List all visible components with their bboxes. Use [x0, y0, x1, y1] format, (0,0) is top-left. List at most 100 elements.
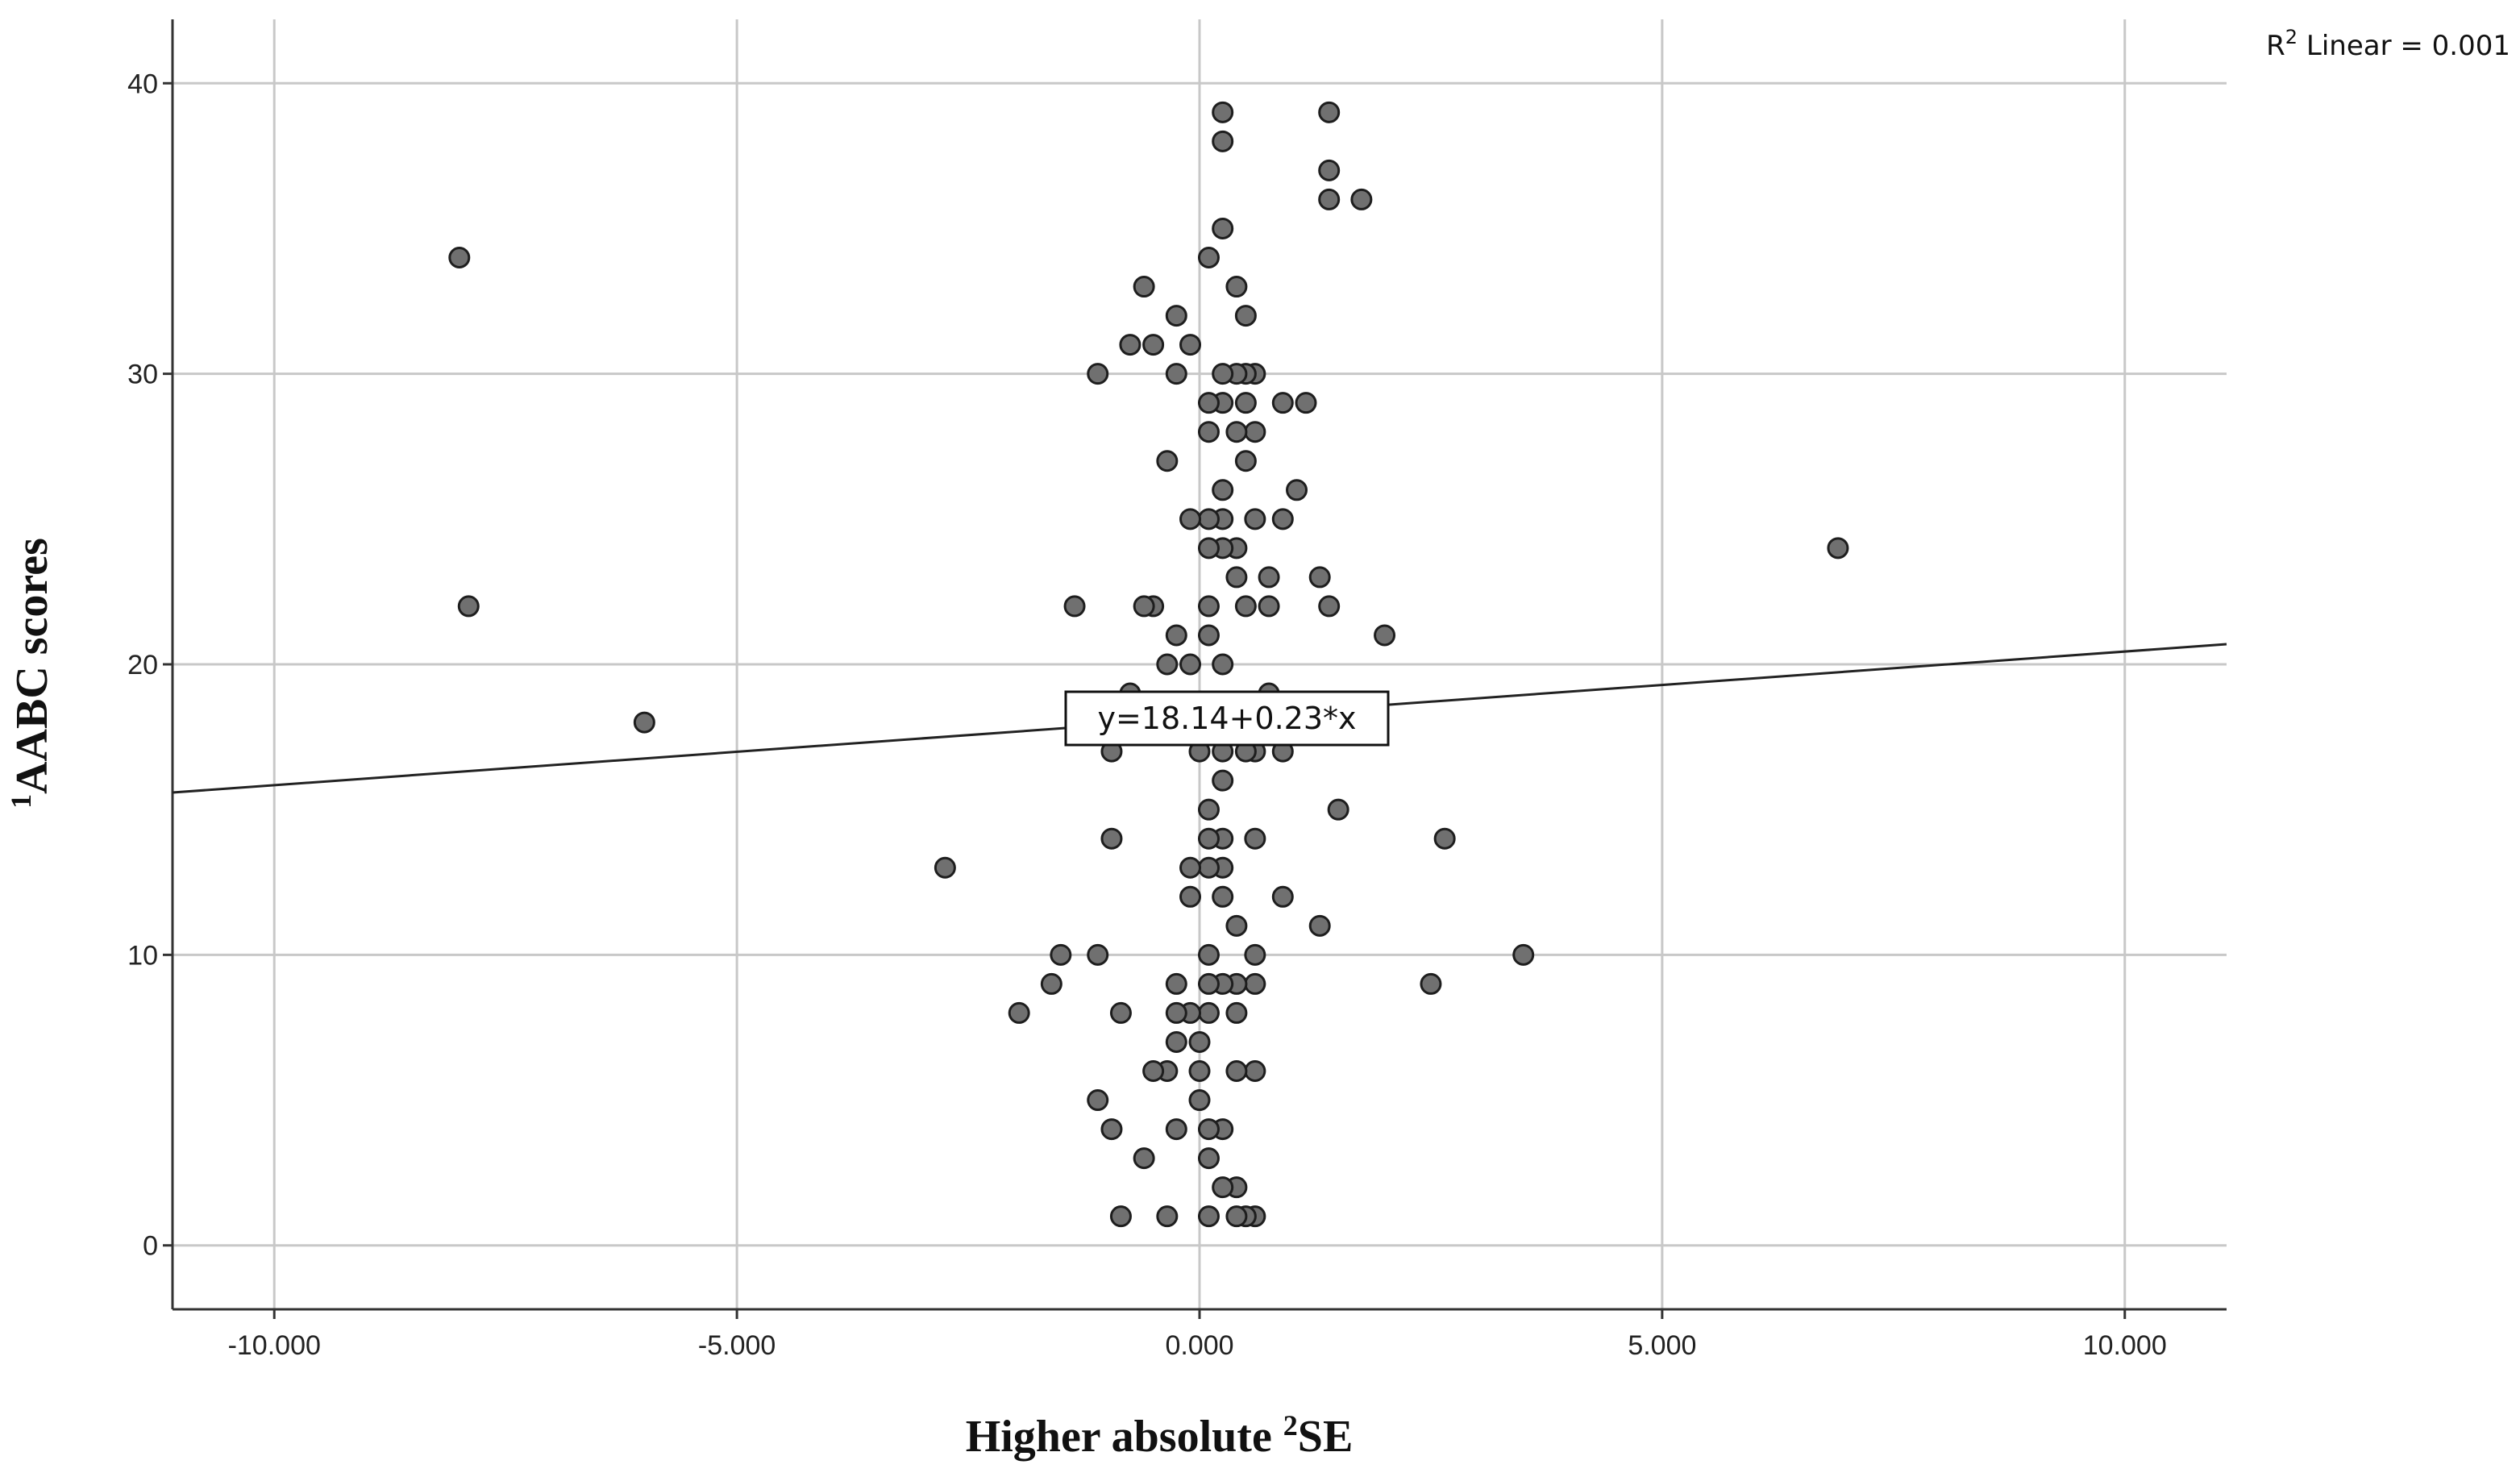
data-point	[1308, 914, 1331, 937]
data-point	[1244, 1060, 1266, 1083]
data-point	[1308, 566, 1331, 589]
data-point	[1827, 537, 1849, 560]
data-point	[1188, 1089, 1211, 1112]
data-point	[1212, 130, 1234, 152]
data-point	[1420, 972, 1442, 995]
annotations: y=18.14+0.23*x	[1064, 690, 1390, 747]
data-point	[1109, 1001, 1132, 1024]
x-tick-label: 0.000	[1165, 1330, 1233, 1361]
data-point	[1244, 972, 1266, 995]
data-point	[1295, 392, 1317, 414]
data-point	[1179, 508, 1202, 530]
data-point	[1165, 1030, 1187, 1053]
data-point	[1286, 479, 1308, 501]
data-point	[1258, 566, 1280, 589]
axis-frame	[163, 19, 2227, 1319]
data-point	[1244, 827, 1266, 850]
data-point	[1197, 1118, 1220, 1141]
data-point	[1212, 769, 1234, 792]
y-tick-label: 20	[127, 650, 158, 680]
data-points	[448, 101, 1849, 1228]
data-point	[1212, 653, 1234, 676]
data-point	[1234, 595, 1257, 618]
data-point	[1271, 885, 1294, 908]
data-point	[1087, 943, 1109, 966]
y-tick-label: 30	[127, 360, 158, 390]
data-point	[1318, 101, 1341, 123]
data-point	[1212, 217, 1234, 239]
x-tick-label: 10.000	[2083, 1330, 2167, 1361]
data-point	[1197, 943, 1220, 966]
data-point	[633, 711, 655, 734]
data-point	[1188, 1030, 1211, 1053]
data-point	[1156, 450, 1179, 472]
data-point	[1244, 943, 1266, 966]
data-point	[1225, 566, 1248, 589]
data-point	[448, 246, 471, 268]
data-point	[1212, 1176, 1234, 1199]
data-point	[1197, 246, 1220, 268]
data-point	[1119, 334, 1141, 356]
data-point	[1087, 1089, 1109, 1112]
data-point	[1197, 595, 1220, 618]
data-point	[1225, 276, 1248, 298]
y-axis-title: 1AABC scores	[5, 538, 57, 809]
data-point	[1165, 1001, 1187, 1024]
y-tick-label: 10	[127, 940, 158, 971]
data-point	[1050, 943, 1072, 966]
x-tick-label: 5.000	[1628, 1330, 1696, 1361]
data-point	[1142, 334, 1165, 356]
data-point	[1165, 305, 1187, 327]
data-point	[1165, 363, 1187, 385]
data-point	[1225, 1060, 1248, 1083]
data-point	[1179, 856, 1202, 879]
data-point	[1165, 624, 1187, 647]
data-point	[1040, 972, 1062, 995]
grid-lines	[173, 19, 2227, 1309]
data-point	[1234, 392, 1257, 414]
data-point	[1512, 943, 1535, 966]
data-point	[1156, 653, 1179, 676]
equation-label: y=18.14+0.23*x	[1097, 701, 1356, 736]
data-point	[1197, 392, 1220, 414]
x-tick-label: -10.000	[228, 1330, 321, 1361]
data-point	[1271, 392, 1294, 414]
data-point	[1133, 276, 1155, 298]
data-point	[1179, 885, 1202, 908]
data-point	[1179, 334, 1202, 356]
data-point	[1318, 188, 1341, 210]
data-point	[1197, 856, 1220, 879]
data-point	[1244, 508, 1266, 530]
data-point	[1234, 305, 1257, 327]
data-point	[1271, 508, 1294, 530]
data-point	[1433, 827, 1456, 850]
x-axis-title: Higher absolute 2SE	[966, 1409, 1354, 1462]
data-point	[1100, 827, 1123, 850]
data-point	[1156, 1205, 1179, 1228]
y-tick-label: 40	[127, 69, 158, 99]
data-point	[1197, 972, 1220, 995]
data-point	[1165, 1118, 1187, 1141]
data-point	[1197, 827, 1220, 850]
data-point	[1063, 595, 1086, 618]
data-point	[1197, 1001, 1220, 1024]
data-point	[1100, 1118, 1123, 1141]
data-point	[1197, 1147, 1220, 1170]
data-point	[1212, 885, 1234, 908]
data-point	[1225, 914, 1248, 937]
data-point	[1197, 624, 1220, 647]
data-point	[1133, 1147, 1155, 1170]
data-point	[934, 856, 956, 879]
data-point	[1318, 159, 1341, 181]
data-point	[1179, 653, 1202, 676]
x-tick-label: -5.000	[698, 1330, 776, 1361]
data-point	[1258, 595, 1280, 618]
r-squared-label: R2 Linear = 0.001	[2266, 26, 2510, 62]
data-point	[1212, 101, 1234, 123]
data-point	[1225, 421, 1248, 443]
data-point	[1188, 1060, 1211, 1083]
data-point	[1234, 450, 1257, 472]
data-point	[1212, 479, 1234, 501]
data-point	[1374, 624, 1396, 647]
